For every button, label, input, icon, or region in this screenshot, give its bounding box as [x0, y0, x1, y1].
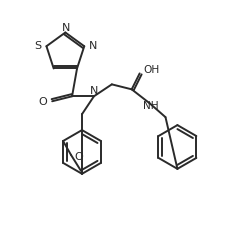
- Text: NH: NH: [143, 101, 158, 111]
- Text: N: N: [62, 22, 71, 32]
- Text: OH: OH: [144, 65, 160, 75]
- Text: O: O: [74, 152, 83, 162]
- Text: O: O: [38, 97, 47, 107]
- Text: N: N: [90, 86, 98, 96]
- Text: S: S: [34, 41, 42, 51]
- Text: N: N: [89, 41, 98, 51]
